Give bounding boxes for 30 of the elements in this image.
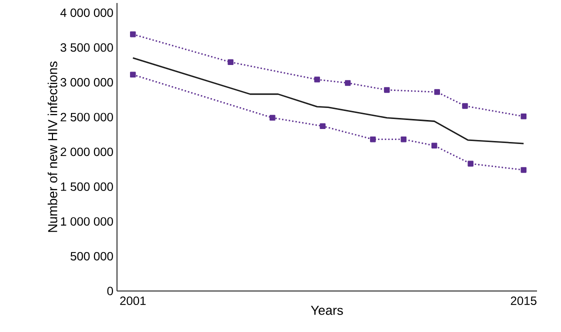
point [370,136,376,142]
point [520,114,526,120]
x-tick-label: 2015 [510,296,536,306]
point [270,114,276,121]
y-tick-label: 3 000 000 [60,78,113,87]
x-tick-label: 2001 [120,296,146,306]
point [468,160,474,167]
y-tick-label: 1 500 000 [61,182,113,191]
line-series [132,57,524,144]
point [431,142,438,148]
point [228,59,234,66]
y-axis-title: Number of new HIV infections [48,62,58,232]
point [520,167,526,173]
point [384,87,390,93]
y-tick-label: 500 000 [70,252,113,260]
point [130,31,136,38]
point [320,123,326,130]
point [344,80,351,86]
y-tick-label: 3 500 000 [60,43,113,52]
point [314,76,320,82]
x-axis-title: Years [310,306,343,315]
y-tick-label: 1 000 000 [61,217,113,226]
y-tick-label: 4 000 000 [60,8,113,17]
point [462,103,468,109]
point [434,89,440,95]
point [400,136,406,142]
point [130,72,136,78]
y-tick-label: 2 500 000 [60,112,113,122]
y-tick-label: 2 000 000 [60,148,113,156]
y-tick-label: 0 [107,286,114,296]
